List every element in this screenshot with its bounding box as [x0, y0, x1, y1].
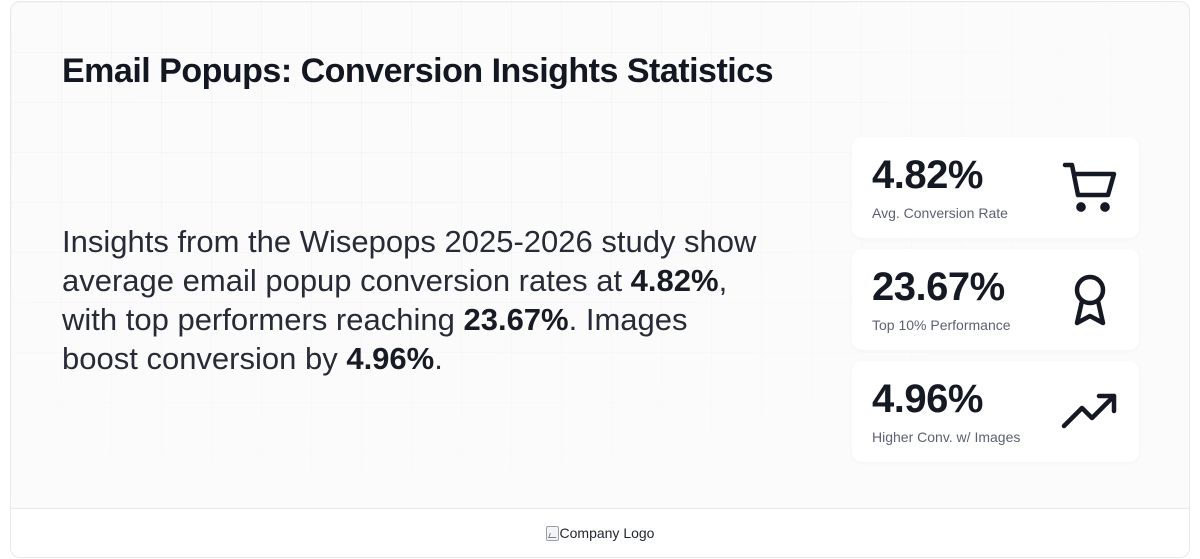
summary-part-3: . Images boost conversion by [62, 302, 688, 376]
shopping-cart-icon [1061, 159, 1119, 217]
stat-label: Higher Conv. w/ Images [872, 429, 1021, 445]
summary-highlight-images: 4.96% [346, 341, 435, 376]
summary-text: Insights from the Wisepops 2025-2026 stu… [62, 222, 762, 378]
footer: Company Logo [11, 508, 1189, 557]
stat-label: Top 10% Performance [872, 317, 1011, 333]
company-logo-alt-text: Company Logo [559, 525, 655, 541]
company-logo: Company Logo [545, 525, 655, 541]
broken-image-icon [545, 525, 559, 541]
summary-part-2: , with top performers reaching [62, 263, 728, 337]
stat-card-images-boost: 4.96% Higher Conv. w/ Images [852, 361, 1139, 462]
summary-part-4: . [434, 341, 443, 376]
page-title: Email Popups: Conversion Insights Statis… [62, 52, 774, 90]
trending-up-icon [1061, 383, 1119, 441]
stat-card-avg-conversion: 4.82% Avg. Conversion Rate [852, 137, 1139, 238]
stat-cards: 4.82% Avg. Conversion Rate 23.67% Top 10… [852, 137, 1139, 473]
stat-card-top-performance: 23.67% Top 10% Performance [852, 249, 1139, 350]
stat-label: Avg. Conversion Rate [872, 205, 1008, 221]
summary-highlight-top: 23.67% [463, 302, 569, 337]
stat-value: 4.96% [872, 377, 983, 421]
award-ribbon-icon [1061, 271, 1119, 329]
stat-value: 4.82% [872, 153, 983, 197]
summary-highlight-avg: 4.82% [630, 263, 719, 298]
summary-part-1: Insights from the Wisepops 2025-2026 stu… [62, 224, 757, 298]
infographic-card: Email Popups: Conversion Insights Statis… [10, 1, 1190, 558]
stat-value: 23.67% [872, 265, 1005, 309]
